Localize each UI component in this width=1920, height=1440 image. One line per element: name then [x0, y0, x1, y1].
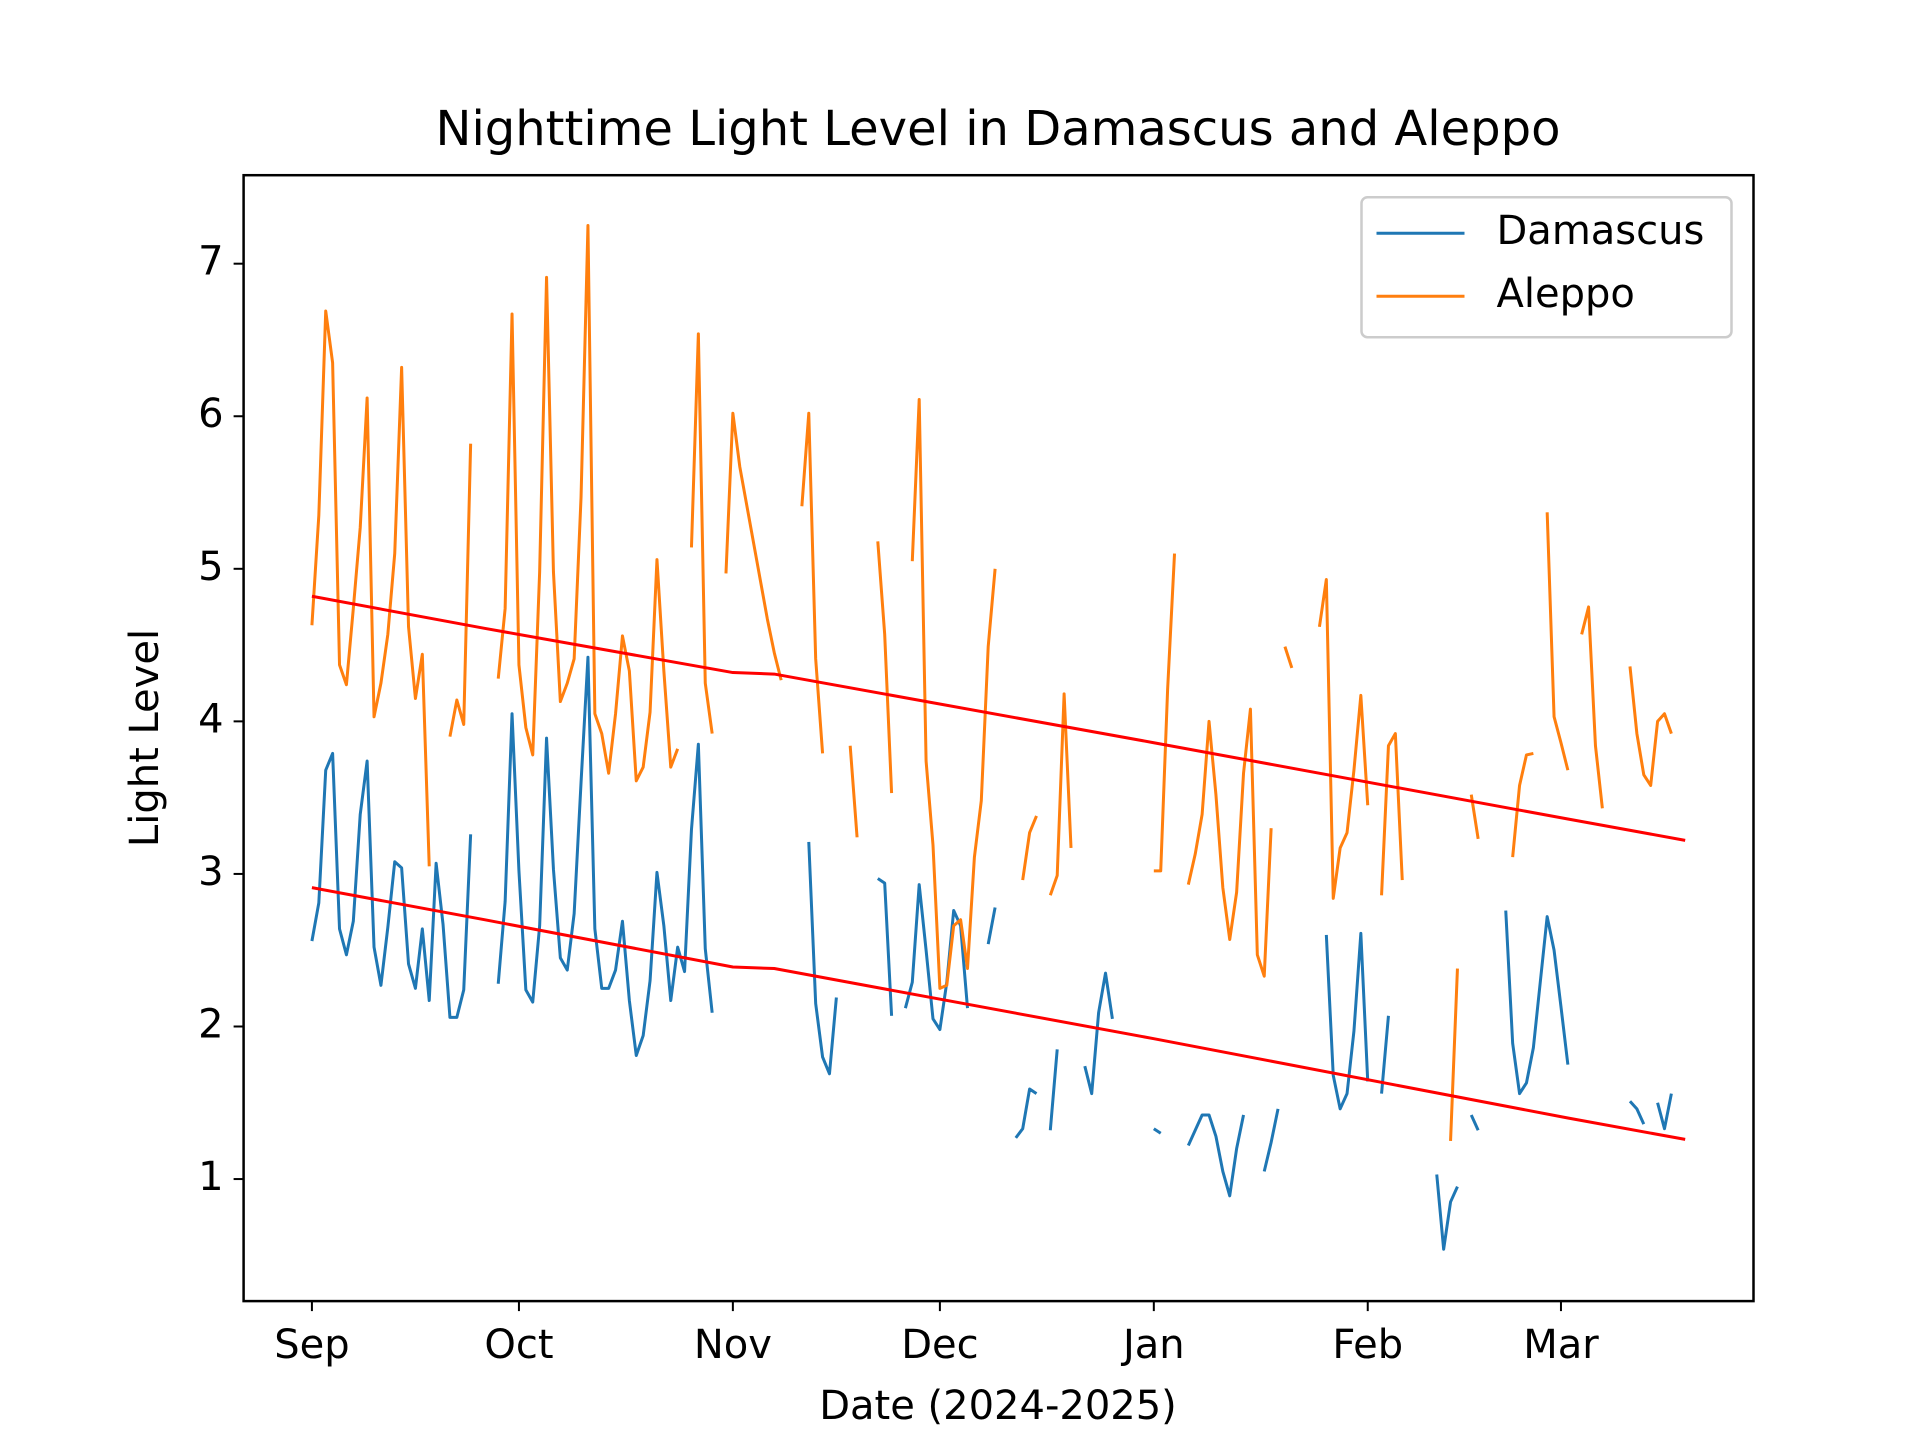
plot-frame [242, 173, 1755, 1303]
y-axis-label: Light Level [122, 629, 168, 847]
chart-title: Nighttime Light Level in Damascus and Al… [436, 101, 1561, 157]
series-line [310, 655, 1673, 1251]
x-tick-label: Sep [274, 1322, 349, 1368]
series-line [310, 224, 1673, 1141]
legend-label: Aleppo [1497, 271, 1635, 317]
legend-label: Damascus [1497, 208, 1705, 254]
x-tick-label: Dec [901, 1322, 978, 1368]
y-tick-label: 4 [198, 696, 223, 742]
x-axis-label: Date (2024-2025) [819, 1383, 1177, 1429]
y-tick-label: 1 [198, 1154, 223, 1200]
y-tick-label: 3 [198, 849, 223, 895]
x-tick-label: Feb [1332, 1322, 1403, 1368]
x-tick-label: Nov [694, 1322, 772, 1368]
x-tick-label: Mar [1523, 1322, 1599, 1368]
x-tick-label: Oct [484, 1322, 553, 1368]
x-tick-label: Jan [1120, 1322, 1185, 1368]
trend-line [311, 886, 1686, 1141]
y-tick-label: 7 [198, 239, 223, 285]
y-tick-label: 5 [198, 544, 223, 590]
y-tick-label: 2 [198, 1001, 223, 1047]
trend-line [311, 594, 1686, 842]
y-tick-label: 6 [198, 391, 223, 437]
